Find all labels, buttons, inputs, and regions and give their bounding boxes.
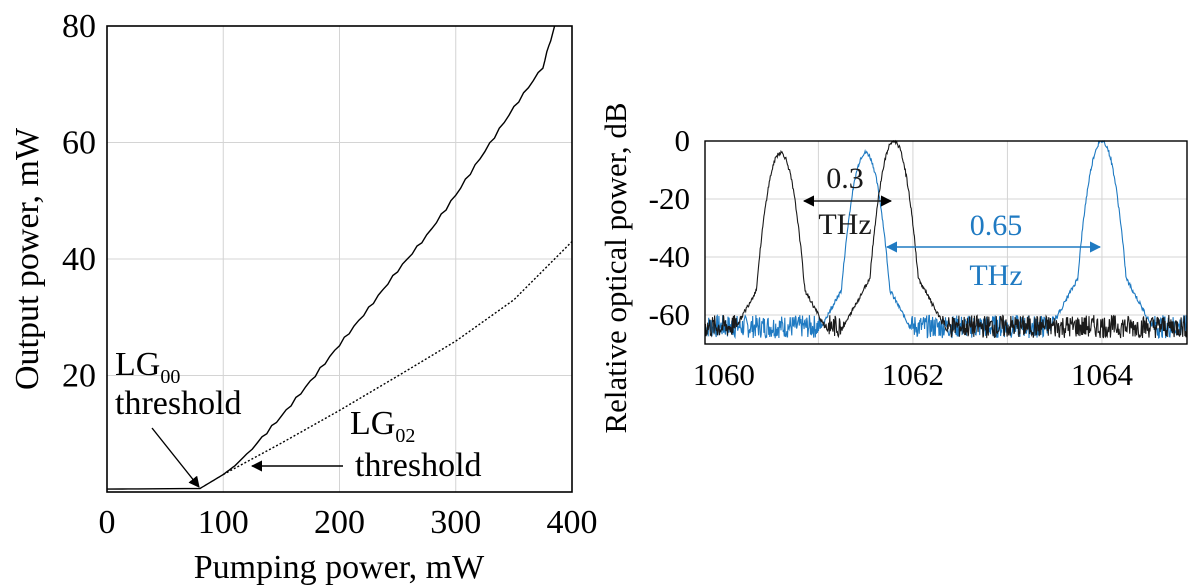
left-plot-frame xyxy=(106,25,573,493)
right-y-axis-label: Relative optical power, dB xyxy=(598,102,633,433)
right-y-tick-label: -40 xyxy=(649,239,690,274)
annotation-lg02-sub: 02 xyxy=(395,425,415,447)
left-tick-labels: 0 100 200 300 400 20 40 60 80 xyxy=(62,8,598,541)
left-x-tick-label: 400 xyxy=(547,504,598,541)
left-y-tick-label: 40 xyxy=(62,241,96,278)
annotation-lg00: LG00 threshold xyxy=(115,346,242,488)
series-output-power-line xyxy=(106,25,556,490)
spectrum-blue-line xyxy=(704,140,1188,340)
annotation-0-3thz: 0.3 THz xyxy=(802,162,893,241)
annotation-0-65thz: 0.65 THz xyxy=(885,209,1102,292)
right-tick-labels: 1060 1062 1064 0 -20 -40 -60 xyxy=(649,123,1134,392)
right-series-group xyxy=(704,139,1188,340)
annotation-lg02-base: LG xyxy=(350,405,395,442)
annotation-lg00-sub: 00 xyxy=(160,366,180,388)
left-x-tick-label: 100 xyxy=(198,504,249,541)
series-lg02-dotted-line xyxy=(222,241,573,476)
annotation-0-65thz-unit: THz xyxy=(969,259,1022,292)
annotation-lg00-arrow xyxy=(151,427,200,488)
annotation-lg02: LG02 threshold xyxy=(250,405,482,484)
left-grid xyxy=(107,26,572,492)
right-x-tick-label: 1062 xyxy=(882,357,944,392)
right-chart: 1060 1062 1064 0 -20 -40 -60 Relative optical … xyxy=(598,102,1188,434)
annotation-lg02-threshold: threshold xyxy=(355,447,482,484)
left-x-tick-label: 200 xyxy=(314,504,365,541)
left-series-group xyxy=(106,25,573,490)
right-x-tick-label: 1064 xyxy=(1071,357,1134,392)
annotation-lg00-threshold: threshold xyxy=(115,385,242,422)
left-y-tick-label: 60 xyxy=(62,125,96,162)
left-y-tick-label: 80 xyxy=(62,8,96,45)
annotation-0-3thz-unit: THz xyxy=(818,208,871,241)
left-x-tick-label: 0 xyxy=(99,504,116,541)
right-x-tick-label: 1060 xyxy=(693,357,755,392)
left-y-axis-label: Output power, mW xyxy=(9,127,46,390)
right-plot-frame xyxy=(704,140,1188,345)
annotation-0-65thz-value: 0.65 xyxy=(970,209,1023,242)
spectrum-black-line xyxy=(704,139,1188,339)
annotation-lg00-label: LG00 xyxy=(115,346,180,388)
annotation-lg02-label: LG02 xyxy=(350,405,415,447)
annotation-0-3thz-value: 0.3 xyxy=(826,162,864,195)
left-y-tick-label: 20 xyxy=(62,358,96,395)
right-y-tick-label: -60 xyxy=(649,297,690,332)
right-y-tick-label: 0 xyxy=(675,123,691,158)
annotation-lg00-base: LG xyxy=(115,346,160,383)
left-x-axis-label: Pumping power, mW xyxy=(194,549,485,586)
left-x-tick-label: 300 xyxy=(430,504,481,541)
right-grid xyxy=(705,141,1187,344)
right-y-tick-label: -20 xyxy=(649,181,690,216)
